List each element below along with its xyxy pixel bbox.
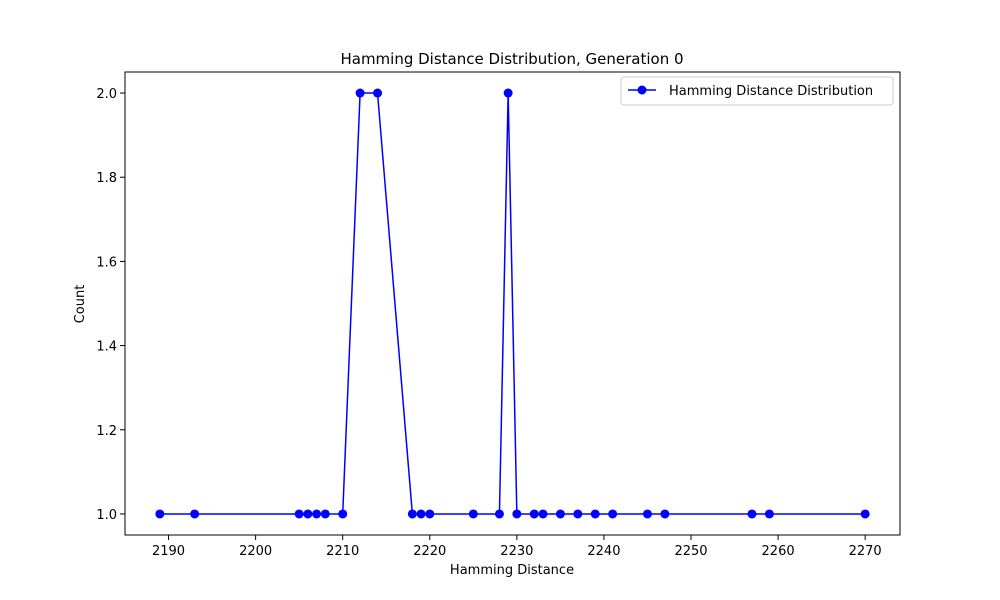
- data-point: [555, 509, 565, 519]
- y-tick-label: 1.0: [96, 508, 117, 523]
- y-axis-label: Count: [73, 285, 88, 324]
- legend: Hamming Distance Distribution: [620, 76, 894, 106]
- data-point: [407, 509, 417, 519]
- x-tick-label: 2210: [326, 544, 359, 559]
- data-point: [320, 509, 330, 519]
- plot-area: 2190 2200 2210 2220 2230 2240 2250 2260 2270 1.0 1…: [96, 71, 901, 559]
- data-point: [503, 88, 513, 98]
- data-point: [355, 88, 365, 98]
- data-point: [747, 509, 757, 519]
- data-point: [416, 509, 426, 519]
- data-point: [590, 509, 600, 519]
- y-tick-label: 1.6: [96, 255, 117, 270]
- data-point: [294, 509, 304, 519]
- legend-marker-sample: [637, 85, 647, 95]
- data-point: [303, 509, 313, 519]
- y-tick-label: 1.8: [96, 171, 117, 186]
- x-tick-label: 2220: [413, 544, 446, 559]
- chart-title: Hamming Distance Distribution, Generatio…: [340, 50, 683, 68]
- legend-label: Hamming Distance Distribution: [669, 84, 873, 99]
- data-point: [660, 509, 670, 519]
- data-point: [468, 509, 478, 519]
- legend-box: [620, 76, 894, 106]
- data-point: [642, 509, 652, 519]
- data-point: [529, 509, 539, 519]
- x-tick-label: 2190: [152, 544, 185, 559]
- data-point: [190, 509, 200, 519]
- data-point: [764, 509, 774, 519]
- plot-frame: [124, 71, 901, 536]
- data-point: [425, 509, 435, 519]
- data-point: [155, 509, 165, 519]
- data-point: [538, 509, 548, 519]
- x-tick-label: 2270: [849, 544, 882, 559]
- y-tick-label: 1.4: [96, 340, 117, 355]
- y-tick-label: 2.0: [96, 87, 117, 102]
- data-point: [312, 509, 322, 519]
- x-axis-label: Hamming Distance: [450, 563, 574, 578]
- x-tick-label: 2200: [239, 544, 272, 559]
- data-point: [608, 509, 618, 519]
- data-point: [338, 509, 348, 519]
- data-point: [373, 88, 383, 98]
- x-tick-label: 2250: [674, 544, 707, 559]
- x-tick-label: 2230: [500, 544, 533, 559]
- x-tick-label: 2260: [762, 544, 795, 559]
- y-tick-label: 1.2: [96, 424, 117, 439]
- data-point: [494, 509, 504, 519]
- data-point: [860, 509, 870, 519]
- data-point: [573, 509, 583, 519]
- x-tick-label: 2240: [587, 544, 620, 559]
- data-point: [512, 509, 522, 519]
